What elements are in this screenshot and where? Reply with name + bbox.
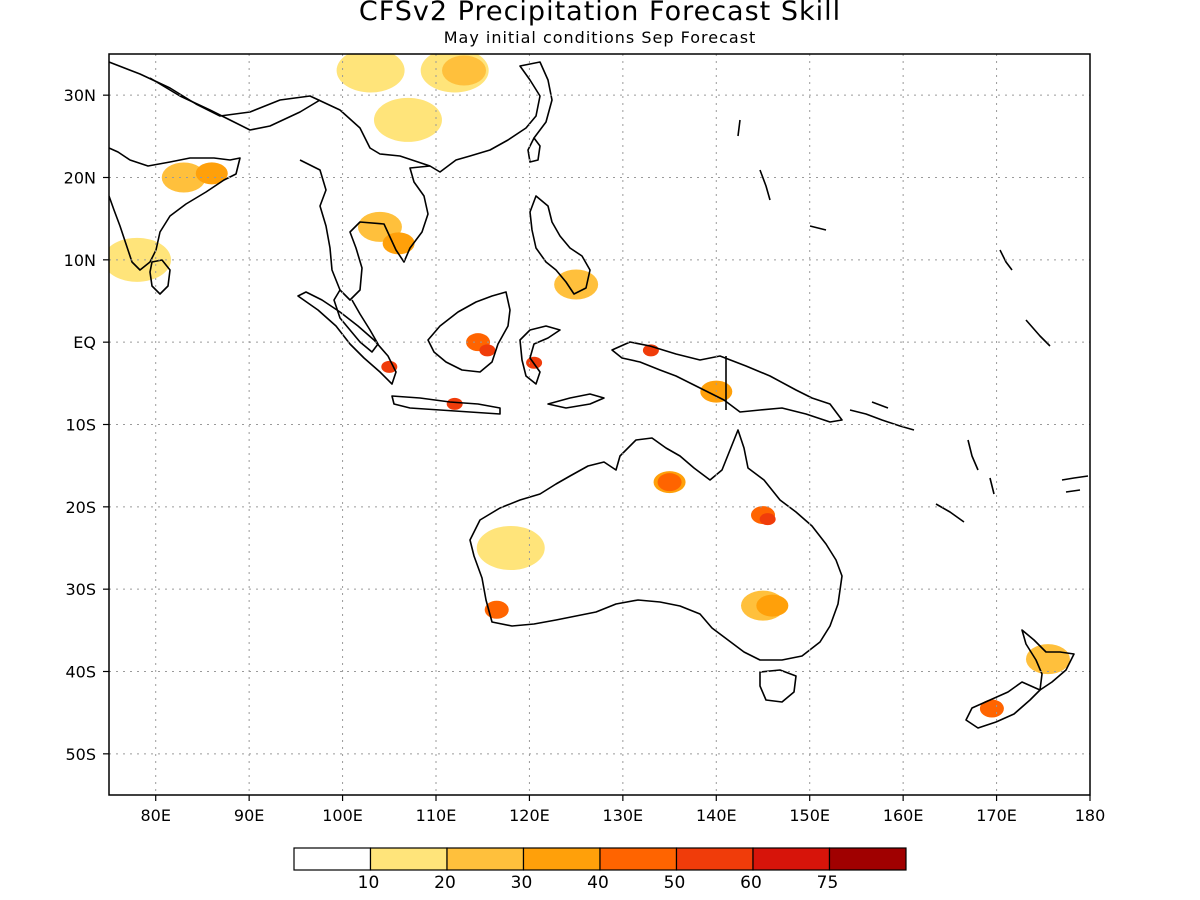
colorbar-swatch — [446, 847, 525, 871]
coast-taiwan — [527, 137, 541, 163]
coast-new-caledonia — [935, 503, 965, 523]
colorbar-label: 40 — [587, 873, 609, 893]
coast-sri-lanka — [149, 259, 171, 295]
lat-label: 30S — [65, 580, 96, 599]
coast-himalaya — [149, 77, 321, 131]
coast-sulawesi — [519, 325, 561, 385]
lat-label: 20S — [65, 498, 96, 517]
lon-label: 150E — [789, 806, 830, 825]
coast-timor — [547, 393, 605, 409]
skill-patch-1 — [195, 162, 228, 185]
skill-patch-12 — [381, 360, 398, 373]
skill-patch-21 — [476, 526, 545, 570]
coastlines — [109, 61, 1089, 729]
lon-label: 160E — [883, 806, 924, 825]
skill-patch-0 — [161, 162, 206, 193]
skill-patch-18 — [657, 473, 682, 492]
lon-label: 100E — [322, 806, 363, 825]
skill-patch-13 — [446, 397, 463, 410]
lon-label: 140E — [696, 806, 737, 825]
colorbar: 10 20 30 40 50 60 75 — [293, 847, 907, 893]
skill-patch-20 — [759, 513, 776, 526]
lon-label: 180 — [1075, 806, 1106, 825]
colorbar-swatch — [599, 847, 678, 871]
coast-china — [109, 61, 553, 173]
map-title: CFSv2 Precipitation Forecast Skill — [358, 0, 842, 27]
skill-patch-24 — [756, 594, 789, 617]
graticule — [109, 54, 1090, 795]
coast-java — [391, 395, 501, 415]
colorbar-label: 75 — [817, 873, 839, 893]
longitude-labels: 80E 90E 100E 110E 120E 130E 140E 150E 160E 170E 18… — [140, 795, 1105, 825]
colorbar-swatch — [675, 847, 754, 871]
lat-label: 10N — [64, 251, 96, 270]
colorbar-label: 20 — [434, 873, 456, 893]
lon-label: 110E — [416, 806, 457, 825]
colorbar-swatch — [752, 847, 831, 871]
lat-label: 10S — [65, 416, 96, 435]
latitude-labels: 30N 20N 10N EQ 10S 20S 30S 40S 50S — [64, 86, 109, 764]
coast-borneo — [427, 291, 511, 373]
coast-vanuatu — [967, 439, 995, 495]
coast-new-guinea — [611, 341, 843, 423]
colorbar-swatch — [522, 847, 601, 871]
coast-solomons — [849, 401, 915, 431]
skill-patch-3 — [336, 54, 405, 93]
skill-patch-25 — [979, 699, 1004, 718]
skill-shading — [109, 54, 1070, 718]
coast-tasmania — [759, 669, 797, 703]
coast-indochina — [299, 159, 431, 301]
skill-patch-22 — [484, 600, 509, 619]
lat-label: 40S — [65, 663, 96, 682]
skill-patch-6 — [373, 97, 442, 142]
lon-label: 170E — [976, 806, 1017, 825]
lat-label: 20N — [64, 169, 96, 188]
coast-fiji — [1061, 475, 1089, 493]
skill-patch-26 — [1025, 644, 1070, 675]
skill-patch-8 — [382, 232, 415, 255]
colorbar-swatch — [369, 847, 448, 871]
coast-micronesia — [737, 119, 1051, 347]
map-subtitle: May initial conditions Sep Forecast — [443, 28, 757, 47]
lat-label: EQ — [73, 333, 96, 352]
colorbar-swatch — [828, 847, 907, 871]
lat-label: 50S — [65, 745, 96, 764]
lat-label: 30N — [64, 86, 96, 105]
coast-nz-south — [965, 681, 1041, 729]
skill-patch-9 — [554, 269, 599, 300]
lon-label: 80E — [140, 806, 170, 825]
skill-patch-5 — [442, 55, 487, 86]
skill-patch-11 — [479, 344, 496, 357]
colorbar-label: 30 — [511, 873, 533, 893]
coast-sumatra — [297, 291, 397, 385]
lon-label: 90E — [234, 806, 264, 825]
coast-india — [109, 147, 241, 271]
colorbar-label: 50 — [664, 873, 686, 893]
coast-philippines — [529, 195, 591, 295]
coast-nz-north — [1021, 629, 1075, 691]
lon-label: 120E — [509, 806, 550, 825]
lon-label: 130E — [603, 806, 644, 825]
coast-australia — [469, 429, 843, 661]
colorbar-label: 10 — [358, 873, 380, 893]
colorbar-label: 60 — [740, 873, 762, 893]
coast-malay — [333, 289, 379, 353]
colorbar-swatch — [293, 847, 372, 871]
